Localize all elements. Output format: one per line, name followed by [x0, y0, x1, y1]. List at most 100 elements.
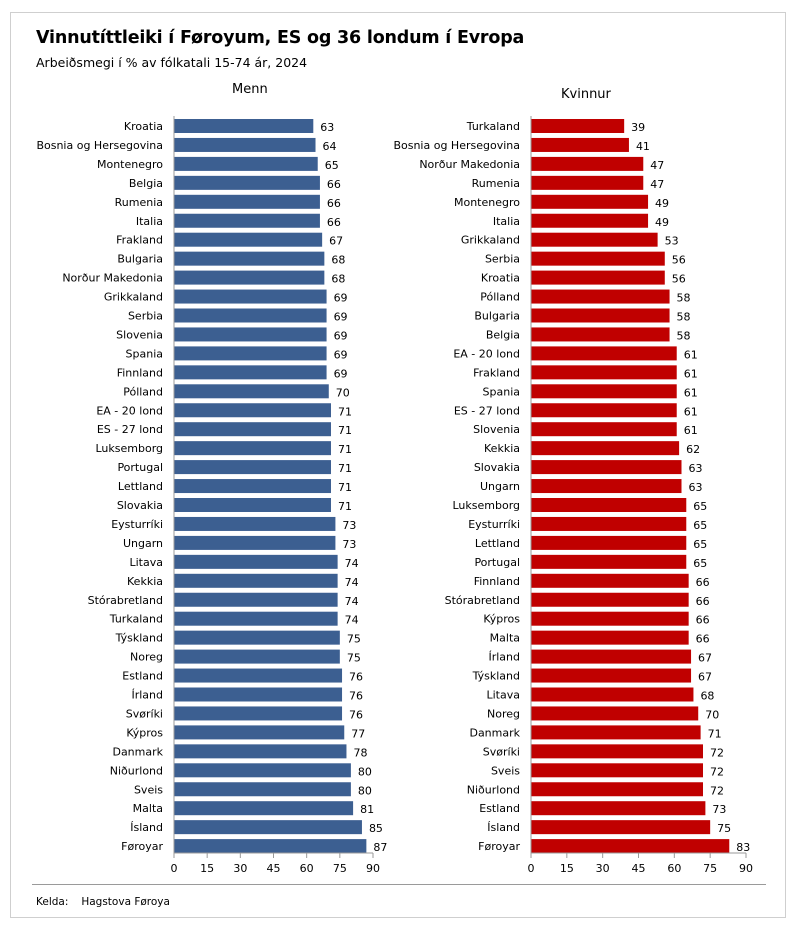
- data-label: 41: [636, 140, 650, 153]
- category-label: Kekkia: [484, 442, 520, 455]
- data-label: 80: [358, 784, 372, 797]
- bar: [174, 403, 331, 418]
- category-label: Ungarn: [123, 537, 163, 550]
- data-label: 74: [345, 557, 359, 570]
- category-label: Kroatia: [481, 272, 520, 285]
- category-label: Kroatia: [124, 120, 163, 133]
- category-label: Portugal: [474, 556, 520, 569]
- bar: [531, 137, 629, 152]
- x-tick-label: 75: [703, 862, 717, 875]
- bar: [174, 535, 336, 550]
- category-label: Norður Makedonia: [62, 272, 163, 285]
- category-label: Serbia: [485, 253, 520, 266]
- bar: [174, 327, 327, 342]
- bar: [174, 384, 329, 399]
- x-tick-label: 60: [300, 862, 314, 875]
- data-label: 71: [338, 405, 352, 418]
- data-label: 66: [327, 197, 341, 210]
- data-label: 75: [347, 652, 361, 665]
- data-label: 68: [331, 254, 345, 267]
- data-label: 67: [698, 671, 712, 684]
- category-label: Italia: [493, 215, 520, 228]
- data-label: 66: [327, 216, 341, 229]
- category-label: Turkaland: [109, 613, 163, 626]
- data-label: 61: [684, 405, 698, 418]
- bar: [174, 365, 327, 380]
- data-label: 58: [677, 311, 691, 324]
- bar: [531, 327, 670, 342]
- bar: [531, 554, 687, 569]
- data-label: 71: [338, 462, 352, 475]
- category-label: Sveis: [134, 783, 163, 796]
- data-label: 49: [655, 197, 669, 210]
- bar: [531, 573, 689, 588]
- bar: [174, 573, 338, 588]
- data-label: 74: [345, 614, 359, 627]
- category-label: Turkaland: [466, 120, 520, 133]
- data-label: 75: [347, 633, 361, 646]
- x-tick-label: 90: [739, 862, 753, 875]
- bar: [531, 289, 670, 304]
- category-label: Belgia: [129, 177, 163, 190]
- bar: [531, 384, 677, 399]
- data-label: 65: [693, 557, 707, 570]
- category-label: Noreg: [487, 707, 520, 720]
- data-label: 66: [696, 576, 710, 589]
- category-label: Lettland: [475, 537, 520, 550]
- category-label: Luksemborg: [95, 442, 163, 455]
- category-label: ES - 27 lond: [454, 404, 520, 417]
- category-label: Lettland: [118, 480, 163, 493]
- bar-chart-women: Turkaland 39 Bosnia og Hersegovina 41 Norður…: [393, 116, 753, 875]
- bar: [531, 611, 689, 626]
- data-label: 53: [665, 235, 679, 248]
- category-label: Italia: [136, 215, 163, 228]
- bar: [531, 668, 692, 683]
- bar: [531, 270, 665, 285]
- data-label: 73: [342, 538, 356, 551]
- data-label: 63: [689, 462, 703, 475]
- data-label: 65: [325, 159, 339, 172]
- category-label: Ungarn: [480, 480, 520, 493]
- data-label: 65: [693, 538, 707, 551]
- bar: [174, 630, 340, 645]
- bar: [531, 460, 682, 475]
- data-label: 58: [677, 329, 691, 342]
- bar: [174, 516, 336, 531]
- bar: [531, 213, 649, 228]
- bar: [174, 649, 340, 664]
- data-label: 68: [700, 690, 714, 703]
- bar: [174, 308, 327, 323]
- data-label: 69: [334, 292, 348, 305]
- x-tick-label: 75: [333, 862, 347, 875]
- bar: [174, 346, 327, 361]
- data-label: 65: [693, 500, 707, 513]
- data-label: 56: [672, 254, 686, 267]
- category-label: Estland: [122, 670, 163, 683]
- source-note: Kelda: Hagstova Føroya: [36, 896, 170, 908]
- x-tick-label: 15: [200, 862, 214, 875]
- chart-title: Vinnutíttleiki í Føroyum, ES og 36 londu…: [36, 28, 525, 48]
- bar: [531, 479, 682, 494]
- data-label: 78: [353, 746, 367, 759]
- data-label: 61: [684, 367, 698, 380]
- data-label: 39: [631, 121, 645, 134]
- category-label: Litava: [130, 556, 164, 569]
- data-label: 77: [351, 727, 365, 740]
- panel-title-women: Kvinnur: [561, 87, 611, 102]
- bar: [174, 744, 347, 759]
- category-label: Svøríki: [126, 707, 163, 720]
- category-label: Slovenia: [473, 423, 520, 436]
- category-label: Malta: [490, 632, 520, 645]
- x-tick-label: 45: [632, 862, 646, 875]
- bar: [531, 308, 670, 323]
- bar: [531, 782, 703, 797]
- category-label: Stórabretland: [445, 594, 520, 607]
- bar: [174, 137, 316, 152]
- bar: [531, 194, 649, 209]
- bar: [531, 763, 703, 778]
- bar: [174, 441, 331, 456]
- category-label: Sveis: [491, 764, 520, 777]
- category-label: Niðurlond: [467, 783, 520, 796]
- bar: [531, 441, 680, 456]
- data-label: 67: [329, 235, 343, 248]
